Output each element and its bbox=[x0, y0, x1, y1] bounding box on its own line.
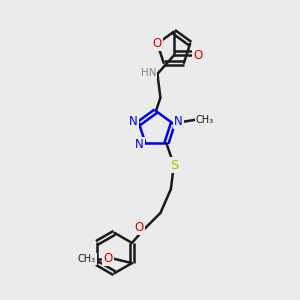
Text: N: N bbox=[135, 138, 144, 151]
Text: N: N bbox=[129, 116, 137, 128]
Text: O: O bbox=[194, 49, 203, 62]
Text: N: N bbox=[174, 115, 183, 128]
Text: HN: HN bbox=[141, 68, 156, 78]
Text: O: O bbox=[103, 252, 113, 265]
Text: O: O bbox=[153, 37, 162, 50]
Text: S: S bbox=[170, 159, 178, 172]
Text: O: O bbox=[135, 221, 144, 234]
Text: CH₃: CH₃ bbox=[78, 254, 96, 264]
Text: CH₃: CH₃ bbox=[196, 115, 214, 125]
